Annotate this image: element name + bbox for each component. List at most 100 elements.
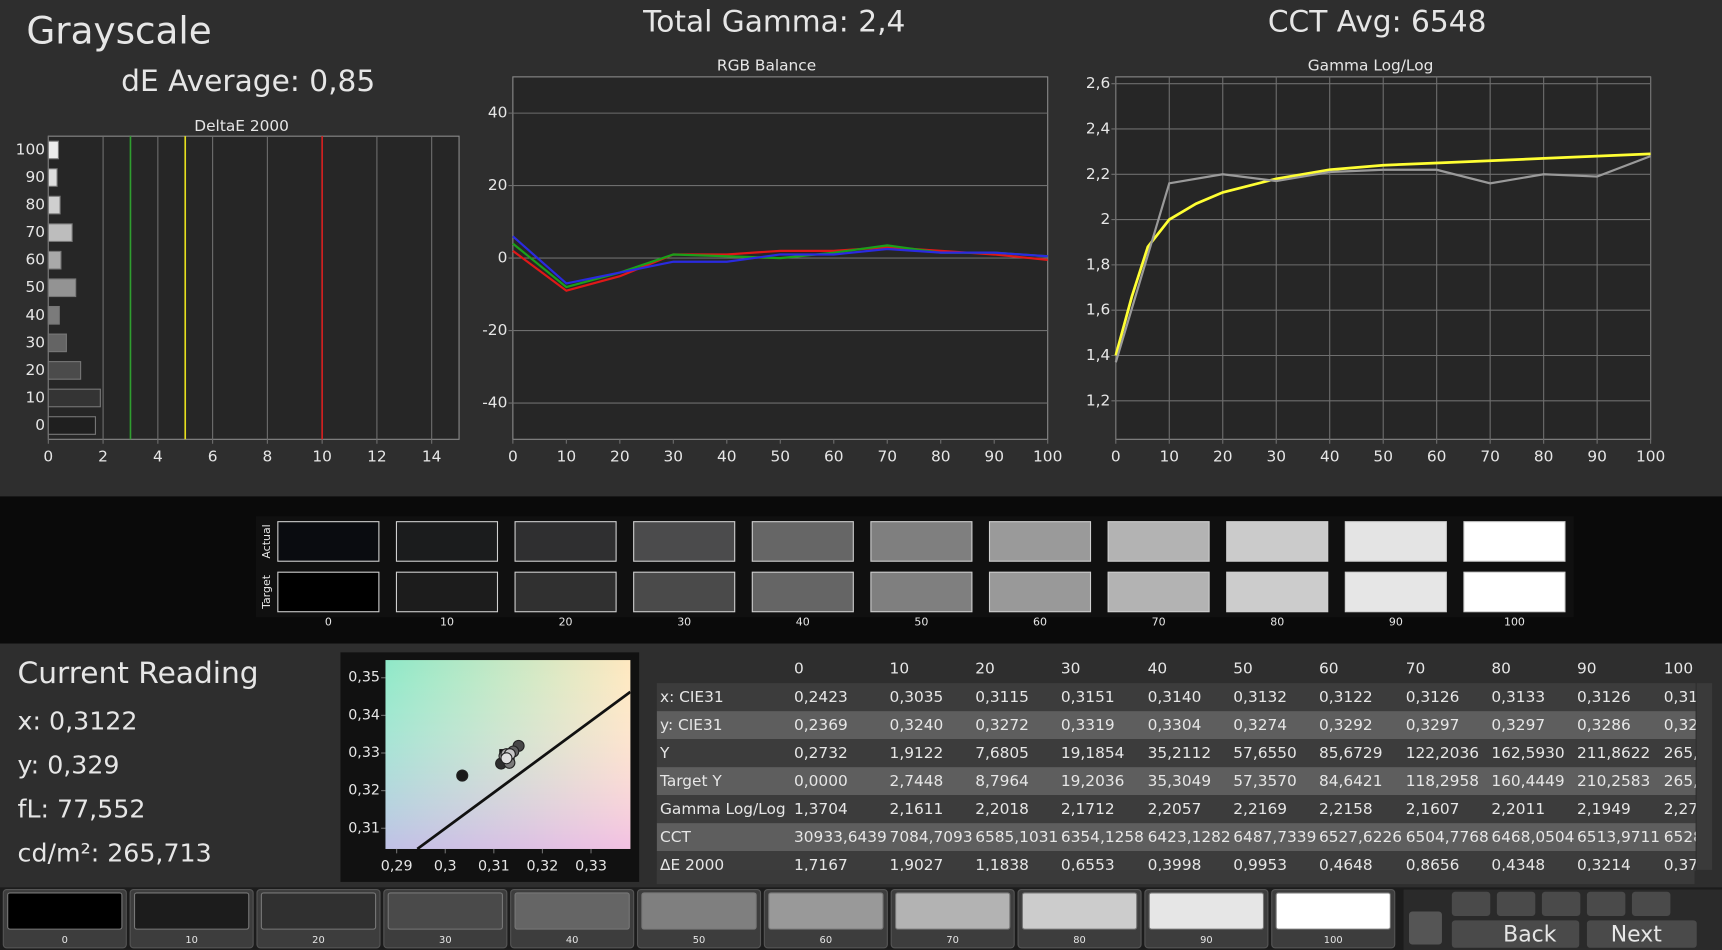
swatch-label: 60 — [1033, 616, 1047, 629]
column-header: 10 — [890, 659, 910, 677]
x-tick-label: 60 — [1427, 447, 1447, 465]
patch-color[interactable] — [895, 892, 1011, 930]
series-line — [512, 235, 1048, 285]
data-point — [500, 752, 513, 765]
play-button[interactable] — [1496, 891, 1536, 916]
table-cell: 122,2036 — [1406, 744, 1479, 762]
patch-color[interactable] — [768, 892, 884, 930]
actual-swatch — [988, 521, 1092, 562]
row-label: Gamma Log/Log — [660, 800, 786, 818]
x-tick-label: 0,3 — [434, 859, 457, 875]
table-cell: 6513,9711 — [1577, 828, 1660, 846]
x-tick-label: 4 — [153, 447, 163, 465]
total-gamma: Total Gamma: 2,4 — [642, 4, 905, 39]
table-cell: 118,2958 — [1406, 772, 1479, 790]
table-cell: 2,27 — [1664, 800, 1698, 818]
patch-color[interactable] — [7, 892, 123, 930]
stop-button[interactable] — [1409, 911, 1442, 945]
table-cell: 0,4348 — [1491, 856, 1545, 874]
patch-color[interactable] — [133, 892, 250, 930]
table-cell: 30933,6439 — [794, 828, 887, 846]
table-cell: 0,3272 — [975, 716, 1029, 734]
back-button[interactable] — [1451, 920, 1580, 948]
h-scrollbar[interactable] — [656, 870, 1695, 885]
table-cell: 0,37 — [1664, 856, 1698, 874]
table-cell: 84,6421 — [1319, 772, 1383, 790]
table-cell: 2,1712 — [1061, 800, 1115, 818]
page-title: Grayscale — [26, 8, 211, 52]
table-cell: 0,9953 — [1233, 856, 1287, 874]
scrollbar[interactable] — [1696, 683, 1713, 870]
back-label[interactable]: Back — [1503, 923, 1557, 948]
patch-label[interactable]: 10 — [185, 935, 198, 946]
control-button[interactable] — [1541, 891, 1581, 916]
loop-button[interactable] — [1586, 891, 1626, 916]
patch-label[interactable]: 0 — [62, 935, 68, 946]
patch-color[interactable] — [387, 892, 503, 930]
table-cell: 0,3304 — [1148, 716, 1202, 734]
y-tick-label: -20 — [482, 321, 507, 339]
y-tick-label: 90 — [25, 168, 45, 186]
patch-color[interactable] — [514, 892, 630, 930]
patch-color[interactable] — [1275, 892, 1391, 930]
patch-label[interactable]: 30 — [439, 935, 452, 946]
table-cell: 0,6553 — [1061, 856, 1115, 874]
table-cell: 0,4648 — [1319, 856, 1373, 874]
patch-color[interactable] — [1148, 892, 1265, 930]
table-cell: 1,9122 — [890, 744, 944, 762]
reading-cdm2: cd/m²: 265,713 — [18, 838, 212, 867]
table-cell: 0,3998 — [1148, 856, 1202, 874]
table-cell: 1,1838 — [975, 856, 1029, 874]
y-tick-label: -40 — [482, 394, 507, 412]
swatch-label: 40 — [796, 616, 810, 629]
x-tick-label: 0 — [508, 447, 518, 465]
patch-label[interactable]: 70 — [946, 935, 959, 946]
x-tick-label: 20 — [610, 447, 630, 465]
table-cell: 265, — [1664, 744, 1698, 762]
table-cell: 0,3126 — [1406, 688, 1460, 706]
patch-color[interactable] — [260, 892, 377, 930]
x-tick-label: 0 — [43, 447, 53, 465]
actual-swatch — [870, 521, 973, 562]
y-tick-label: 0,31 — [348, 820, 380, 836]
swatch-label: 0 — [325, 616, 332, 629]
patch-label[interactable]: 60 — [820, 935, 833, 946]
column-header: 40 — [1148, 659, 1168, 677]
patch-label[interactable]: 40 — [566, 935, 579, 946]
table-cell: 8,7964 — [975, 772, 1029, 790]
patch-color[interactable] — [641, 892, 757, 930]
patch-label[interactable]: 50 — [693, 935, 706, 946]
actual-swatch — [1344, 521, 1447, 562]
bar — [47, 361, 82, 380]
y-tick-label: 2,4 — [1086, 119, 1110, 137]
next-label[interactable]: Next — [1611, 923, 1663, 948]
swatch-label: 80 — [1270, 616, 1284, 629]
table-cell: 57,3570 — [1233, 772, 1297, 790]
patch-label[interactable]: 20 — [312, 935, 325, 946]
patch-label[interactable]: 90 — [1200, 935, 1213, 946]
y-tick-label: 0 — [35, 416, 45, 434]
y-tick-label: 70 — [25, 223, 45, 241]
table-cell: 0,3122 — [1319, 688, 1373, 706]
row-label: y: CIE31 — [660, 716, 723, 734]
column-header: 20 — [975, 659, 995, 677]
y-tick-label: 0,32 — [348, 783, 380, 799]
table-cell: 0,3319 — [1061, 716, 1115, 734]
patch-label[interactable]: 100 — [1324, 935, 1343, 946]
control-button[interactable] — [1451, 891, 1491, 916]
table-cell: 0,3140 — [1148, 688, 1202, 706]
row-label: ΔE 2000 — [660, 856, 724, 874]
patch-color[interactable] — [1021, 892, 1138, 930]
refresh-button[interactable] — [1631, 891, 1671, 916]
target-swatch — [1344, 571, 1447, 613]
table-cell: 0,3286 — [1577, 716, 1631, 734]
bar — [47, 305, 60, 325]
table-cell: 211,8622 — [1577, 744, 1650, 762]
planckian-locus — [416, 690, 631, 849]
patch-label[interactable]: 80 — [1073, 935, 1086, 946]
table-row — [656, 851, 1696, 871]
next-button[interactable] — [1586, 920, 1697, 948]
table-cell: 2,2158 — [1319, 800, 1373, 818]
x-tick-label: 10 — [312, 447, 332, 465]
